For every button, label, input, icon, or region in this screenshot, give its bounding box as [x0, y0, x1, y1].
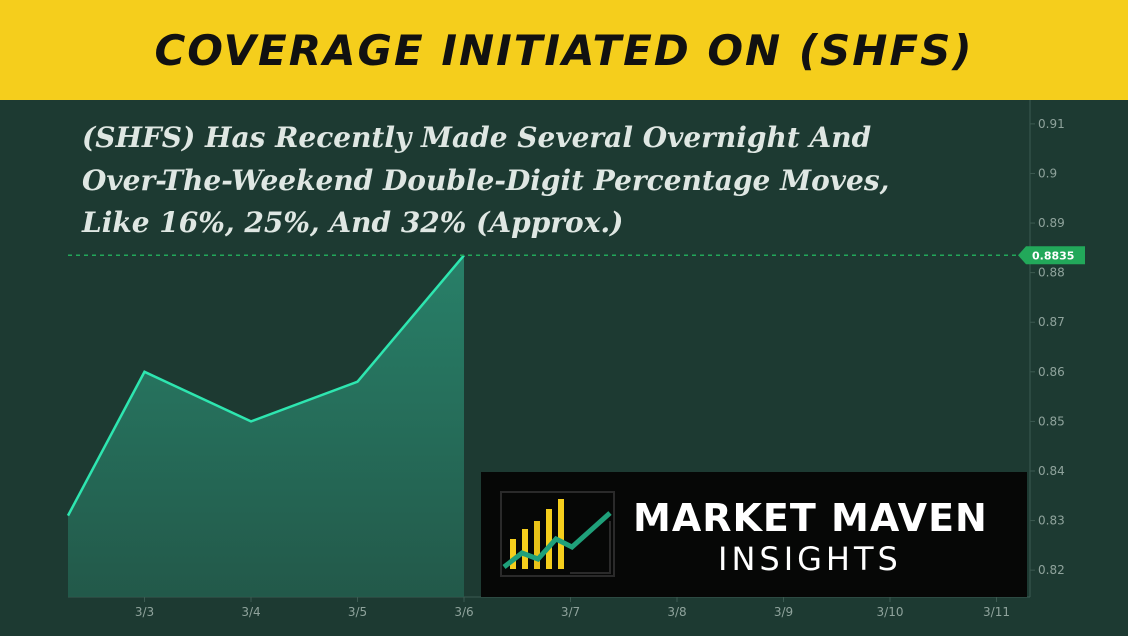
market-maven-logo: MARKET MAVEN INSIGHTS: [481, 472, 1027, 597]
banner-title: COVERAGE INITIATED ON (SHFS): [154, 25, 974, 75]
y-tick-label: 0.84: [1038, 464, 1065, 478]
last-price-label: 0.8835: [1032, 249, 1074, 262]
y-tick-label: 0.82: [1038, 563, 1065, 577]
x-tick-label: 3/4: [241, 605, 260, 619]
logo-title: MARKET MAVEN: [633, 496, 988, 540]
headline: (SHFS) Has Recently Made Several Overnig…: [82, 117, 982, 245]
x-tick-label: 3/8: [667, 605, 686, 619]
title-banner: COVERAGE INITIATED ON (SHFS): [0, 0, 1128, 100]
x-tick-label: 3/7: [561, 605, 580, 619]
x-tick-label: 3/3: [135, 605, 154, 619]
x-tick-label: 3/6: [454, 605, 473, 619]
last-price-tag: [1018, 246, 1085, 265]
y-tick-label: 0.91: [1038, 117, 1065, 131]
x-tick-label: 3/10: [877, 605, 904, 619]
series-area: [68, 255, 464, 597]
y-tick-label: 0.83: [1038, 514, 1065, 528]
x-tick-label: 3/9: [774, 605, 793, 619]
x-tick-label: 3/5: [348, 605, 367, 619]
logo-subtitle: INSIGHTS: [718, 540, 902, 578]
headline-line-1: (SHFS) Has Recently Made Several Overnig…: [82, 121, 872, 154]
headline-line-3: Like 16%, 25%, And 32% (Approx.): [82, 206, 624, 240]
y-tick-label: 0.85: [1038, 414, 1065, 428]
y-tick-label: 0.86: [1038, 365, 1065, 379]
headline-line-2: Over-The-Weekend Double-Digit Percentage…: [82, 163, 890, 197]
y-tick-label: 0.89: [1038, 216, 1065, 230]
y-tick-label: 0.88: [1038, 266, 1065, 280]
price-chart: 0.82 0.83 0.84 0.85 0.86 0.87 0.88 0.89 0.9 0.91 3…: [66, 100, 1085, 619]
rising-chart-icon: [500, 491, 615, 577]
y-tick-label: 0.9: [1038, 166, 1057, 180]
y-tick-label: 0.87: [1038, 315, 1065, 329]
x-tick-label: 3/11: [983, 605, 1010, 619]
